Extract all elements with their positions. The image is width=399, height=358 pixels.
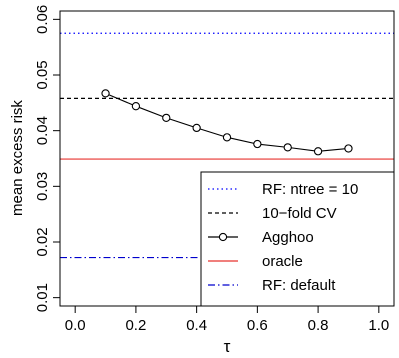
legend-label: RF: ntree = 10 [262, 181, 358, 198]
agghoo-point [101, 89, 110, 98]
x-axis-label: τ [224, 337, 231, 356]
y-tick-label: 0.04 [34, 116, 51, 145]
legend-label: Agghoo [262, 229, 314, 246]
legend-label: RF: default [262, 277, 336, 294]
x-tick-label: 0.4 [186, 317, 207, 334]
y-tick-label: 0.01 [34, 283, 51, 312]
legend-box [200, 171, 395, 307]
legend-key-marker [218, 232, 228, 242]
agghoo-point [253, 139, 262, 149]
y-tick-label: 0.06 [34, 5, 51, 34]
y-tick-label: 0.02 [34, 227, 51, 256]
agghoo-point [283, 143, 292, 152]
legend-label: oracle [262, 253, 303, 270]
legend: RF: ntree = 10 10−fold CV Agghoo oracle RF: … [200, 171, 395, 307]
y-axis-label: mean excess risk [9, 100, 26, 216]
y-tick-label: 0.05 [34, 60, 51, 89]
x-tick-label: 0.8 [308, 317, 329, 334]
agghoo-point [162, 113, 171, 123]
legend-label: 10−fold CV [262, 205, 337, 222]
agghoo-point [192, 123, 201, 133]
y-tick-label: 0.03 [34, 172, 51, 201]
agghoo-point [313, 147, 323, 156]
x-tick-label: 0.0 [65, 317, 86, 334]
x-tick-label: 1.0 [368, 317, 389, 334]
x-tick-label: 0.2 [125, 317, 146, 334]
x-tick-label: 0.6 [247, 317, 268, 334]
agghoo-point [131, 102, 141, 111]
agghoo-point [222, 133, 232, 142]
agghoo-point [344, 144, 353, 153]
agghoo-line [105, 92, 349, 152]
